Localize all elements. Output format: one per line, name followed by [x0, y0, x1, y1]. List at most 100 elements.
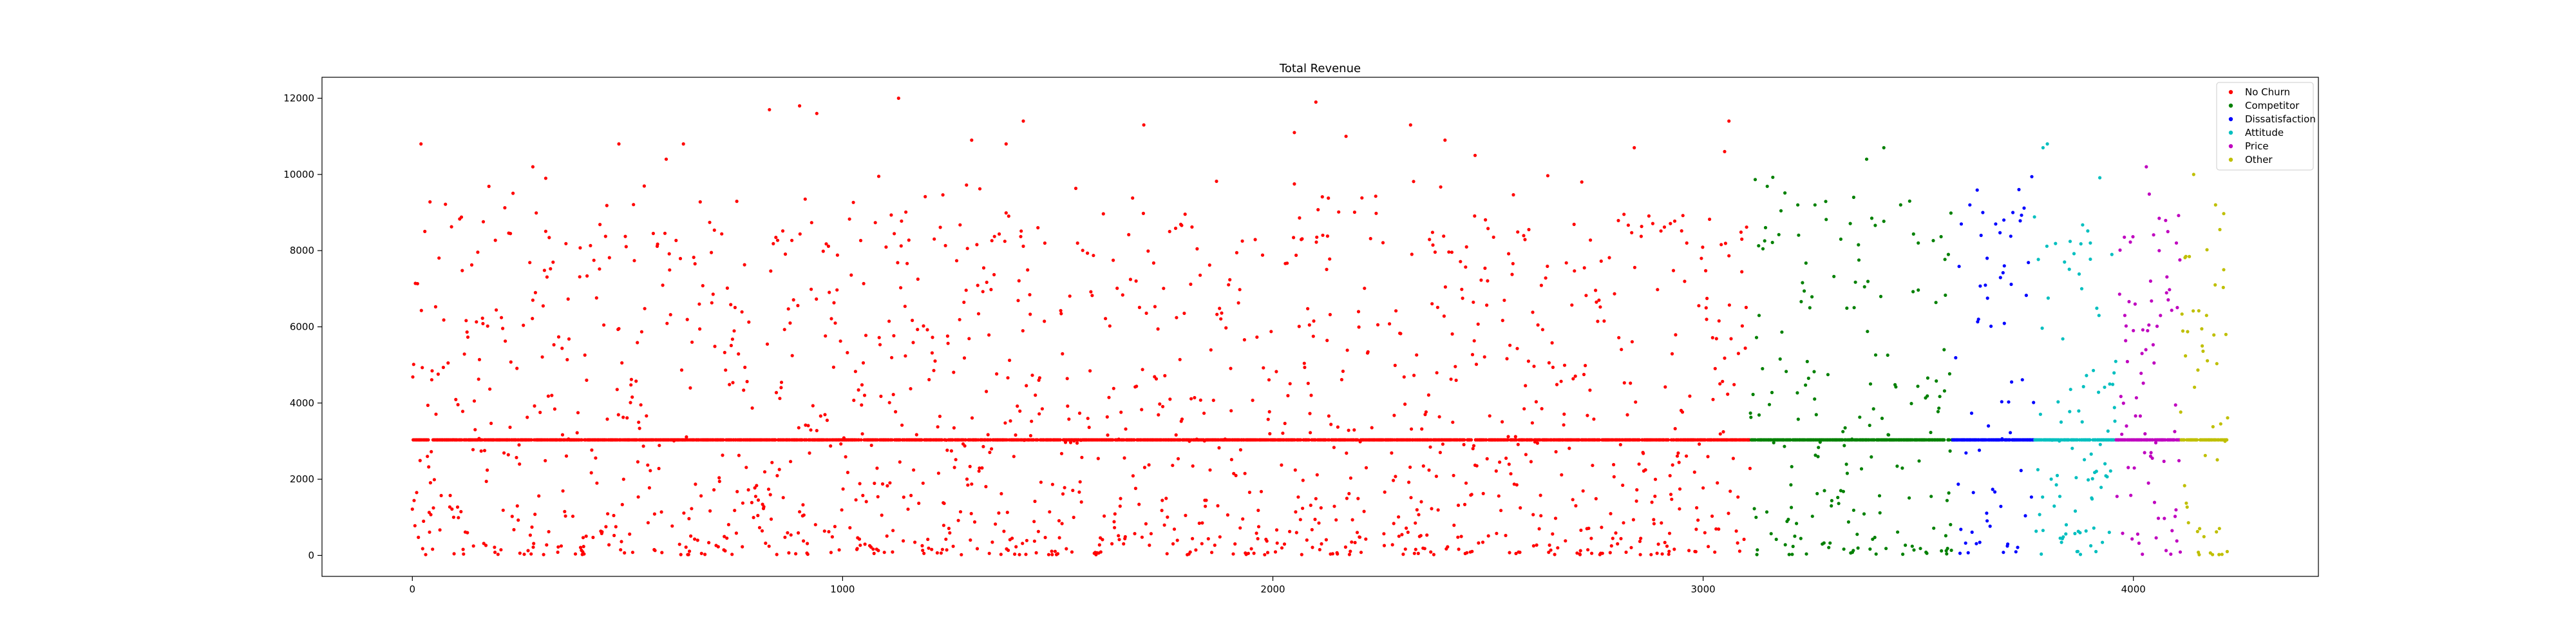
data-point — [1208, 468, 1212, 472]
data-point — [2056, 400, 2060, 404]
data-point — [1281, 431, 1285, 435]
data-point — [1210, 551, 1214, 554]
data-point — [623, 234, 627, 238]
data-point — [2168, 288, 2172, 292]
data-point — [1228, 278, 1232, 281]
data-point — [1471, 447, 1475, 451]
data-point — [2170, 529, 2174, 533]
data-point — [835, 288, 839, 292]
data-point — [1857, 258, 1861, 262]
data-point — [2175, 539, 2179, 543]
data-point — [900, 423, 904, 427]
data-point — [2038, 412, 2042, 416]
data-point — [529, 438, 534, 442]
data-point — [620, 502, 624, 507]
data-point — [538, 410, 542, 415]
data-point — [1438, 451, 1442, 455]
data-point — [1945, 552, 1949, 556]
data-point — [896, 261, 900, 265]
x-tick-label: 4000 — [2121, 583, 2146, 595]
data-point — [821, 249, 825, 253]
data-point — [1309, 504, 1312, 507]
data-point — [2121, 401, 2125, 405]
data-point — [789, 460, 793, 464]
data-point — [835, 253, 839, 257]
data-point — [1560, 473, 1564, 477]
data-point — [1080, 455, 1084, 459]
data-point — [1578, 553, 1582, 556]
data-point — [522, 323, 526, 327]
data-point — [1729, 337, 1733, 341]
data-point — [2094, 549, 2098, 554]
data-point — [437, 256, 441, 260]
data-point — [1677, 460, 1681, 464]
data-point — [1622, 521, 1625, 525]
data-point — [1917, 459, 1921, 463]
data-point — [422, 519, 426, 524]
data-point — [2169, 552, 2173, 556]
data-point — [942, 524, 945, 527]
data-point — [578, 246, 582, 250]
data-point — [1770, 240, 1774, 245]
data-point — [1511, 261, 1515, 265]
data-point — [811, 404, 815, 408]
data-point — [1318, 547, 1321, 552]
data-point — [2164, 291, 2168, 295]
data-point — [1911, 290, 1915, 294]
data-point — [1400, 533, 1404, 536]
data-point — [723, 549, 727, 553]
data-point — [1999, 504, 2003, 508]
data-point — [1683, 279, 1687, 283]
data-point — [997, 511, 1001, 515]
data-point — [904, 354, 907, 358]
data-point — [1736, 495, 1740, 499]
data-point — [413, 524, 417, 527]
data-point — [838, 339, 842, 343]
data-point — [1562, 363, 1567, 367]
data-point — [1844, 462, 1848, 466]
data-point — [1721, 379, 1725, 383]
data-point — [1901, 553, 1905, 556]
data-point — [2217, 553, 2221, 556]
data-point — [767, 544, 771, 548]
data-point — [1988, 524, 1992, 528]
data-point — [2045, 142, 2049, 146]
data-point — [2027, 261, 2031, 265]
data-point — [1231, 552, 1235, 556]
data-point — [1111, 438, 1115, 442]
data-point — [2068, 410, 2072, 413]
data-point — [1408, 465, 1412, 469]
data-point — [963, 438, 968, 442]
y-tick-label: 10000 — [283, 169, 314, 180]
data-point — [2197, 309, 2201, 313]
data-point — [2010, 380, 2014, 384]
data-point — [839, 442, 843, 446]
data-point — [1429, 550, 1433, 554]
data-point — [1352, 428, 1356, 432]
data-point — [1701, 245, 1705, 249]
data-point — [2162, 459, 2166, 464]
data-point — [459, 509, 463, 514]
data-point — [1607, 256, 1611, 260]
data-point — [1317, 521, 1321, 525]
data-point — [489, 421, 493, 426]
data-point — [1300, 237, 1304, 241]
data-point — [2141, 553, 2145, 556]
data-point — [1513, 435, 1517, 439]
chart-title: Total Revenue — [1279, 62, 1361, 75]
data-point — [1452, 524, 1456, 527]
data-point — [815, 297, 819, 301]
data-point — [417, 535, 421, 540]
data-point — [1946, 252, 1950, 256]
data-point — [2019, 469, 2023, 473]
data-point — [583, 353, 587, 357]
data-point — [1087, 426, 1091, 430]
data-point — [415, 491, 419, 495]
data-point — [1352, 210, 1356, 214]
data-point — [605, 204, 609, 207]
data-point — [1857, 243, 1861, 247]
data-point — [518, 462, 522, 466]
data-point — [516, 518, 520, 522]
data-point — [809, 428, 813, 432]
data-point — [1110, 542, 1114, 546]
